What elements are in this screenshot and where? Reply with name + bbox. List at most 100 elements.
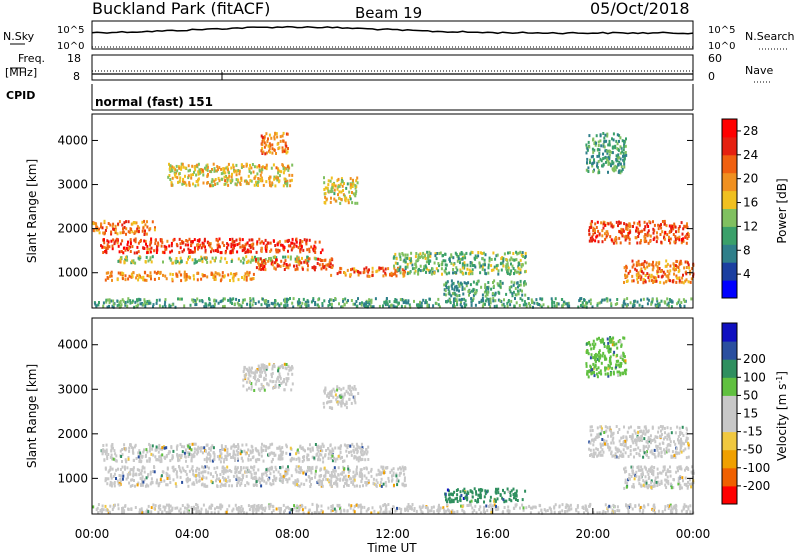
power-cell [420, 301, 423, 305]
velocity-cell [205, 510, 208, 514]
velocity-cell [132, 466, 135, 470]
velocity-cell [238, 476, 241, 480]
power-cell [471, 261, 474, 265]
power-cell [230, 175, 233, 179]
power-cell [351, 185, 354, 188]
power-cell [280, 170, 283, 174]
power-cell [127, 246, 130, 250]
power-cell [339, 201, 342, 205]
power-cell [356, 304, 359, 308]
velocity-cell [332, 449, 335, 453]
velocity-cell [271, 457, 274, 461]
power-cell [638, 231, 640, 235]
power-cell [149, 250, 152, 254]
velocity-cell [395, 472, 398, 476]
velocity-cell [208, 453, 211, 457]
velocity-cell [307, 458, 310, 462]
power-cell [301, 267, 304, 271]
velocity-cell [249, 449, 252, 453]
power-cell [459, 270, 462, 274]
power-cell [639, 263, 642, 267]
velocity-cell [223, 460, 225, 464]
velocity-cell [123, 465, 126, 469]
power-cell [459, 281, 462, 285]
power-cell [429, 269, 432, 273]
velocity-cell [268, 452, 271, 456]
power-cell [640, 298, 642, 302]
velocity-cell [491, 504, 494, 508]
velocity-cell [327, 456, 330, 460]
power-cell [655, 305, 658, 308]
velocity-cell [577, 511, 580, 515]
power-cell [177, 165, 180, 169]
power-cell [588, 229, 591, 233]
velocity-cell [263, 509, 266, 513]
velocity-cell [553, 510, 556, 514]
power-cell [521, 263, 524, 267]
power-cell [106, 246, 109, 250]
velocity-cell [135, 457, 138, 460]
power-cell [329, 258, 332, 262]
power-cell [225, 166, 228, 170]
velocity-cell [373, 509, 376, 513]
velocity-cell [288, 477, 291, 481]
velocity-cell [384, 505, 387, 509]
velocity-cell [550, 510, 553, 514]
cpid-mode-text: normal (fast) 151 [95, 95, 213, 109]
power-cell [116, 278, 119, 282]
velocity-cell [486, 489, 489, 493]
velocity-cell [463, 491, 466, 495]
power-cell [98, 227, 100, 231]
power-colorbar-label: 28 [743, 124, 758, 138]
power-cell [130, 261, 133, 265]
velocity-cell [565, 505, 568, 509]
velocity-cell [186, 476, 189, 480]
velocity-cell [249, 451, 252, 455]
power-cell [191, 250, 194, 254]
power-cell [674, 238, 677, 241]
velocity-cell [232, 449, 235, 453]
velocity-cell [652, 504, 655, 508]
power-cell [483, 268, 486, 272]
power-cell [349, 186, 352, 190]
velocity-cell [219, 484, 222, 488]
power-cell [663, 300, 666, 304]
velocity-cell [469, 503, 472, 507]
power-cell [453, 291, 456, 295]
power-cell [223, 244, 226, 247]
power-cell [153, 277, 156, 281]
power-cell [616, 133, 619, 137]
power-cell [619, 145, 622, 149]
velocity-cell [437, 505, 440, 509]
power-cell [488, 302, 491, 306]
power-cell [507, 300, 510, 304]
velocity-cell [303, 455, 306, 459]
velocity-cell [237, 470, 240, 474]
velocity-cell [566, 509, 569, 513]
power-cell [554, 297, 557, 301]
power-cell [110, 232, 113, 236]
power-cell [279, 243, 282, 247]
power-cell [350, 268, 352, 272]
power-cell [344, 273, 347, 277]
power-cell [456, 268, 459, 272]
power-cell [517, 265, 520, 269]
power-cell [369, 304, 372, 308]
power-cell [202, 181, 205, 185]
power-cell [668, 272, 671, 276]
power-cell [452, 263, 455, 267]
velocity-cell [248, 454, 250, 457]
velocity-cell [128, 446, 131, 450]
power-cell [465, 284, 468, 288]
velocity-cell [485, 504, 488, 508]
power-cell [280, 259, 283, 263]
power-cell [501, 256, 504, 259]
power-cell [604, 223, 607, 227]
velocity-cell [151, 444, 154, 448]
power-cell [258, 263, 261, 267]
power-cell [122, 227, 125, 231]
velocity-cell [121, 510, 124, 514]
velocity-cell [127, 472, 130, 476]
power-cell [470, 297, 473, 301]
velocity-cell [361, 453, 364, 457]
